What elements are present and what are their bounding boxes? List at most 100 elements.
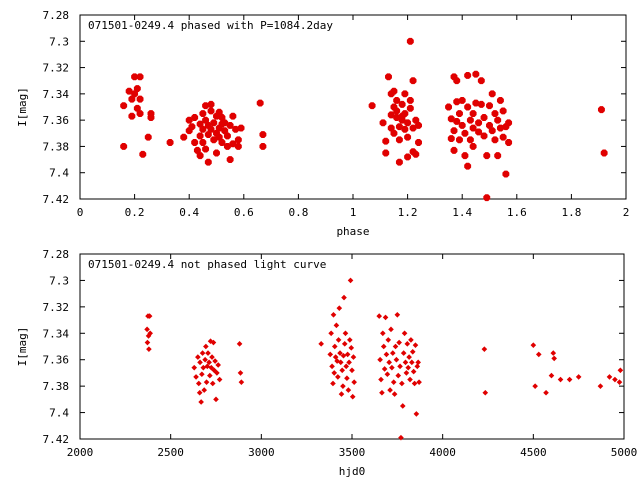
unphased-data-point: [204, 363, 211, 370]
phased-data-point: [406, 104, 414, 112]
unphased-data-point: [377, 356, 383, 363]
unphased-data-point: [332, 354, 339, 360]
phased-x-axis-label: phase: [336, 225, 369, 238]
unphased-data-point: [193, 374, 199, 380]
phased-data-point: [234, 136, 242, 144]
phased-data-point: [406, 37, 414, 45]
unphased-data-point: [340, 352, 347, 359]
unphased-data-point: [397, 363, 403, 370]
phased-x-tick-label: 1: [350, 206, 357, 219]
unphased-data-point: [391, 391, 398, 397]
unphased-data-point: [550, 350, 557, 356]
phased-data-point: [464, 72, 472, 79]
unphased-data-point: [207, 372, 213, 379]
phased-data-point: [125, 87, 133, 95]
unphased-data-point: [412, 342, 419, 348]
unphased-data-point: [415, 359, 421, 366]
unphased-data-point: [401, 330, 408, 337]
unphased-chart-title: 071501-0249.4 not phased light curve: [88, 258, 326, 271]
phased-data-point: [259, 131, 267, 139]
unphased-chart-panel: 071501-0249.4 not phased light curve hjd…: [16, 248, 637, 478]
phased-data-point: [395, 123, 403, 131]
unphased-data-point: [146, 313, 153, 319]
phased-data-point: [475, 119, 483, 127]
phased-data-point: [472, 99, 480, 107]
phased-y-tick-label: 7.36: [43, 114, 70, 127]
unphased-y-tick-label: 7.42: [43, 433, 70, 446]
unphased-data-point: [411, 380, 418, 387]
phased-data-point: [382, 149, 390, 157]
unphased-y-tick-label: 7.38: [43, 380, 70, 393]
phased-data-point: [458, 121, 466, 129]
unphased-data-point: [341, 294, 347, 301]
unphased-data-point: [416, 379, 422, 385]
phased-data-point: [461, 152, 469, 160]
unphased-data-point: [380, 343, 387, 350]
phased-y-tick-label: 7.28: [43, 9, 70, 22]
phased-data-point: [447, 135, 455, 142]
phased-data-point: [191, 114, 199, 121]
phased-data-point: [256, 99, 264, 107]
phased-x-tick-label: 0.8: [288, 206, 308, 219]
unphased-data-point: [378, 376, 384, 383]
unphased-data-point: [395, 372, 402, 379]
unphased-data-point: [347, 337, 353, 343]
phased-data-point: [505, 139, 513, 146]
phased-data-point: [445, 103, 453, 111]
phased-data-point: [207, 100, 215, 108]
unphased-data-point: [205, 350, 211, 356]
phased-data-point: [488, 90, 496, 98]
unphased-data-point: [410, 368, 417, 375]
unphased-data-point: [557, 376, 564, 383]
unphased-data-point: [209, 354, 215, 360]
unphased-data-point: [337, 359, 344, 366]
phased-data-point: [120, 142, 128, 150]
phased-data-point: [461, 129, 469, 137]
unphased-data-point: [212, 358, 218, 364]
phased-data-point: [499, 107, 507, 115]
unphased-data-point: [202, 356, 208, 363]
phased-x-tick-label: 0: [77, 206, 84, 219]
phased-data-point: [415, 139, 422, 146]
unphased-data-point: [402, 359, 409, 366]
unphased-data-point: [394, 311, 401, 318]
unphased-data-point: [384, 371, 391, 378]
unphased-data-point: [238, 379, 245, 385]
phased-data-point: [458, 96, 466, 104]
unphased-data-point: [334, 358, 340, 364]
unphased-data-point: [342, 330, 349, 337]
unphased-data-point: [405, 364, 412, 371]
phased-data-point: [395, 136, 403, 144]
phased-data-point: [136, 95, 144, 103]
unphased-data-point: [481, 346, 488, 352]
phased-data-point: [199, 110, 207, 118]
phased-data-point: [466, 136, 474, 144]
unphased-data-point: [393, 356, 400, 363]
unphased-data-point: [390, 379, 397, 385]
phased-data-point: [466, 116, 474, 124]
phased-data-point: [199, 125, 207, 133]
unphased-data-point: [407, 376, 413, 383]
phased-data-point: [180, 133, 188, 141]
unphased-data-point: [389, 350, 396, 356]
phased-data-point: [453, 118, 461, 125]
phased-data-point: [499, 133, 507, 141]
phased-data-point: [144, 133, 152, 141]
unphased-data-point: [208, 364, 215, 371]
phased-data-point: [472, 70, 480, 78]
unphased-data-point: [341, 341, 348, 347]
unphased-data-point: [403, 370, 410, 376]
phased-data-point: [223, 132, 231, 140]
unphased-data-point: [399, 403, 406, 409]
unphased-data-point: [543, 389, 549, 396]
unphased-data-point: [318, 341, 324, 347]
phased-y-tick-label: 7.32: [43, 62, 70, 75]
phased-data-point: [128, 95, 136, 103]
unphased-data-point: [399, 380, 405, 387]
unphased-data-point: [551, 355, 557, 362]
unphased-data-point: [336, 305, 343, 311]
unphased-data-point: [408, 337, 414, 343]
phased-data-point: [390, 87, 398, 95]
phased-data-point: [166, 139, 174, 146]
unphased-data-point: [201, 387, 208, 393]
